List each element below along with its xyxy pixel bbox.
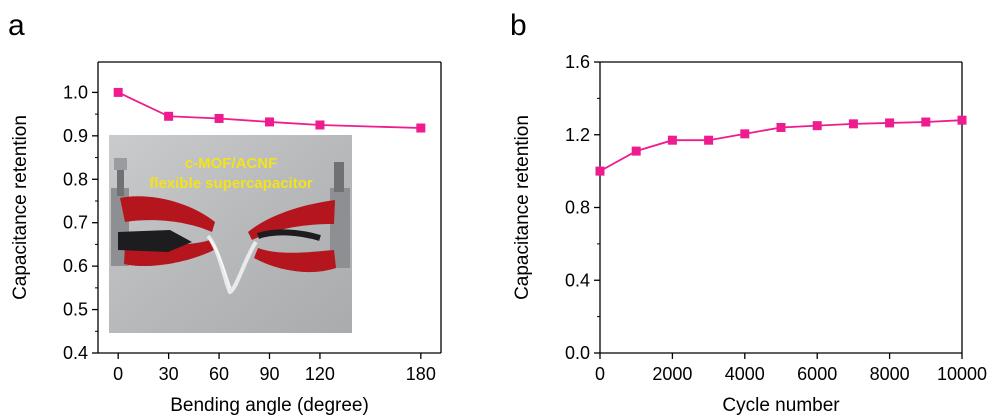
inset-caption-line-1: c-MOF/ACNF [185, 155, 278, 172]
panel-b-chart: b 0 2000 4000 6000 8000 100000.00.40.81.21.6 … [510, 9, 987, 416]
inset-caption-line-2: flexible supercapacitor [149, 175, 313, 192]
x-tick-label: 2000 [652, 364, 692, 384]
panel-a-chart: a c-MOF/ACNF flexible supercapacitor [8, 9, 442, 416]
x-tick-label: 4000 [725, 364, 765, 384]
panel-a-label: a [8, 9, 25, 42]
x-tick-label: 60 [209, 364, 229, 384]
y-tick-label: 0.6 [63, 256, 88, 276]
data-point [776, 122, 786, 132]
panel-a-series [113, 87, 426, 133]
data-point [164, 111, 174, 121]
x-tick-label: 120 [305, 364, 335, 384]
x-tick-label: 0 [113, 364, 123, 384]
data-point [812, 121, 822, 131]
panel-b-x-axis-title: Cycle number [722, 395, 840, 416]
y-tick-label: 0.8 [565, 198, 590, 218]
y-tick-label: 0.8 [63, 169, 88, 189]
panel-b-series [595, 115, 967, 176]
x-tick-label: 30 [159, 364, 179, 384]
panel-a-axes: 0 30 60 90 120 180 0.4 0.5 0.6 0.7 0.8 0.9 1.0 [63, 61, 442, 384]
data-point [113, 87, 123, 97]
data-point [667, 135, 677, 145]
y-tick-label: 1.0 [63, 82, 88, 102]
panel-b-y-axis-title: Capacitance retention [512, 115, 533, 300]
x-tick-label: 8000 [870, 364, 910, 384]
data-point [848, 119, 858, 129]
y-tick-label: 0.5 [63, 300, 88, 320]
data-point [265, 117, 274, 127]
series-line [117, 91, 421, 129]
data-point [214, 113, 224, 123]
data-point [885, 118, 895, 128]
data-point [416, 123, 426, 133]
y-tick-label: 0.9 [63, 126, 88, 146]
x-tick-label: 10000 [937, 364, 987, 384]
data-point [595, 166, 605, 176]
data-point [315, 120, 325, 130]
y-tick-label: 1.2 [565, 125, 590, 145]
x-tick-label: 0 [595, 364, 605, 384]
y-tick-label: 0.4 [565, 270, 590, 290]
x-tick-label: 90 [259, 364, 279, 384]
panel-a-x-axis-title: Bending angle (degree) [170, 395, 369, 416]
y-tick-label: 1.6 [565, 52, 590, 72]
panel-b-label: b [510, 9, 527, 42]
panel-b-axes: 0 2000 4000 6000 8000 10000 0.0 0.4 0.8 1.2 1.6 [565, 52, 987, 384]
y-tick-label: 0.4 [63, 343, 88, 363]
data-point [957, 115, 967, 125]
x-tick-label: 6000 [797, 364, 837, 384]
data-point [740, 129, 750, 139]
data-point [631, 146, 641, 156]
y-tick-label: 0.7 [63, 213, 88, 233]
x-tick-label: 180 [406, 364, 436, 384]
data-point [921, 117, 931, 127]
panel-a-y-axis-title: Capacitance retention [10, 115, 31, 300]
y-tick-label: 0.0 [565, 343, 590, 363]
inset-photo: c-MOF/ACNF flexible supercapacitor [109, 135, 352, 333]
data-point [704, 135, 714, 145]
